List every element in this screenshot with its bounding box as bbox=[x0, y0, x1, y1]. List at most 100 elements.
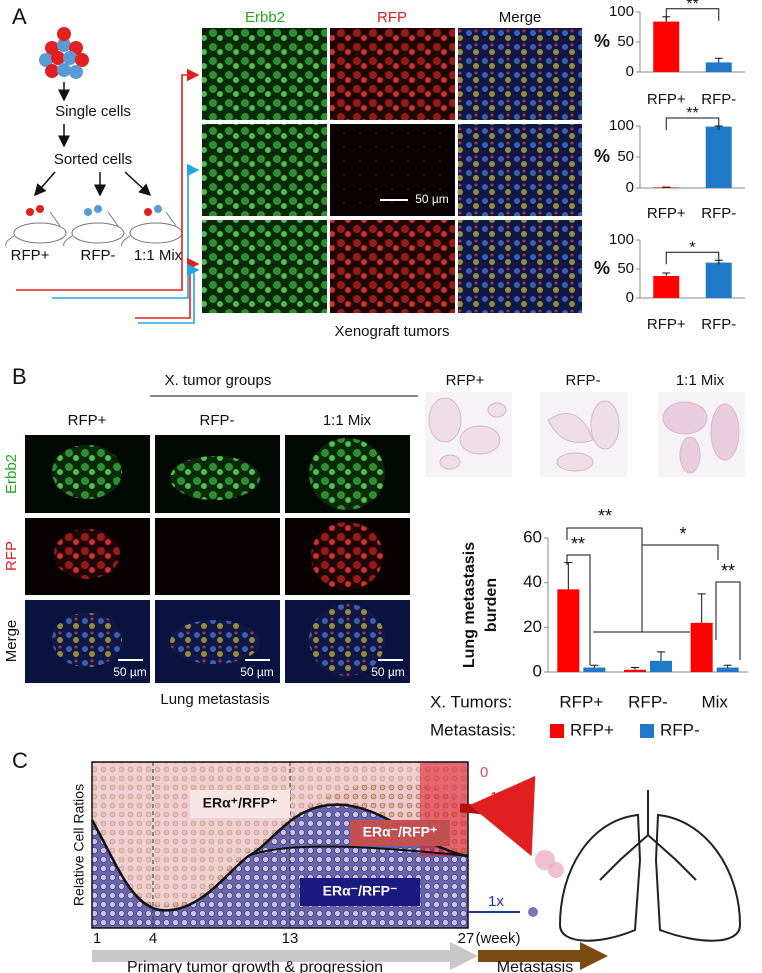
significance-bracket bbox=[665, 8, 720, 21]
arrow bbox=[34, 171, 56, 197]
y-axis-label: % bbox=[594, 258, 610, 278]
group-label: RFP+ bbox=[11, 247, 50, 264]
y-axis-label: burden bbox=[483, 578, 500, 632]
tick-label: (week) bbox=[475, 930, 520, 947]
y-tick-label: 0 bbox=[533, 661, 542, 680]
connectors bbox=[16, 68, 200, 324]
annotation: ** bbox=[686, 105, 698, 122]
bar bbox=[624, 669, 646, 672]
column-label: RFP+ bbox=[68, 412, 107, 429]
axis-label: Relative Cell Ratios bbox=[71, 784, 87, 906]
bar bbox=[653, 275, 680, 298]
row-label: Merge bbox=[3, 620, 20, 663]
caption: Lung metastasis bbox=[160, 691, 269, 708]
tick-label: 4 bbox=[149, 930, 157, 947]
y-tick-label: 60 bbox=[523, 527, 542, 546]
error-bar bbox=[697, 593, 706, 623]
y-tick-label: 0 bbox=[626, 289, 634, 306]
y-tick-label: 100 bbox=[609, 231, 634, 248]
row-label: Erbb2 bbox=[3, 454, 20, 494]
column-label: Erbb2 bbox=[245, 9, 285, 26]
significance-bracket bbox=[566, 554, 591, 665]
y-tick-label: 20 bbox=[523, 617, 542, 636]
error-bar bbox=[723, 664, 732, 668]
x-tick-label: RFP+ bbox=[647, 316, 686, 333]
legend-swatch bbox=[550, 724, 564, 738]
column-label: RFP- bbox=[566, 372, 601, 389]
y-tick-label: 0 bbox=[626, 63, 634, 80]
bar bbox=[690, 622, 713, 672]
x-tick-label: RFP+ bbox=[559, 692, 603, 711]
y-axis-label: % bbox=[594, 31, 610, 51]
error-bar bbox=[590, 664, 599, 668]
micrographs bbox=[202, 28, 582, 313]
flow-step: Single cells bbox=[55, 103, 131, 120]
scale-bar-label: 50 µm bbox=[113, 665, 147, 679]
lung-sections bbox=[425, 392, 745, 477]
error-bar bbox=[714, 57, 723, 63]
x-tick-label: RFP- bbox=[628, 692, 668, 711]
annotation: 1x bbox=[488, 893, 504, 910]
y-tick-label: 0 bbox=[626, 179, 634, 196]
phase-label: Metastasis bbox=[497, 959, 573, 973]
significance-bracket bbox=[566, 527, 643, 545]
phase-label: Primary tumor growth & progression bbox=[127, 959, 383, 973]
bar bbox=[583, 667, 606, 672]
y-tick-label: 100 bbox=[609, 117, 634, 134]
cell-cluster bbox=[39, 27, 89, 79]
legend-title: Metastasis: bbox=[430, 720, 516, 739]
region-label: ERα⁻/RFP⁻ bbox=[323, 883, 398, 899]
tick-label: 13 bbox=[282, 930, 299, 947]
y-tick-label: 50 bbox=[617, 148, 634, 165]
annotation: 0 bbox=[480, 764, 488, 781]
panel-label: C bbox=[12, 748, 28, 773]
significance-bracket bbox=[665, 117, 720, 130]
y-tick-label: 50 bbox=[617, 33, 634, 50]
annotation: ** bbox=[571, 534, 585, 554]
x-tick-label: RFP- bbox=[701, 316, 736, 333]
arrow bbox=[124, 171, 152, 197]
panel-label: A bbox=[12, 4, 27, 29]
x-tick-label: RFP+ bbox=[647, 205, 686, 222]
column-label: RFP+ bbox=[446, 372, 485, 389]
significance-bracket bbox=[715, 581, 741, 660]
y-axis-label: % bbox=[594, 146, 610, 166]
bar bbox=[705, 62, 732, 72]
x-axis-label: X. Tumors: bbox=[430, 692, 512, 711]
x-tick-label: Mix bbox=[701, 692, 728, 711]
bar bbox=[653, 21, 680, 73]
y-axis-label: Lung metastasis bbox=[461, 542, 478, 668]
y-tick-label: 50 bbox=[617, 260, 634, 277]
row-label: RFP bbox=[3, 541, 20, 571]
y-tick-label: 40 bbox=[523, 572, 542, 591]
x-tick-label: RFP- bbox=[701, 205, 736, 222]
tick-label: 27 bbox=[458, 930, 475, 947]
significance-bracket bbox=[641, 544, 719, 632]
column-label: 1:1 Mix bbox=[676, 372, 725, 389]
bar bbox=[650, 660, 672, 672]
error-bar bbox=[662, 272, 671, 276]
bar bbox=[716, 667, 739, 672]
x-tick-label: RFP+ bbox=[647, 91, 686, 108]
y-tick-label: 100 bbox=[609, 3, 634, 20]
bar bbox=[705, 262, 732, 298]
population-diagram bbox=[90, 761, 742, 970]
error-bar bbox=[631, 667, 639, 670]
annotation: 14x bbox=[490, 789, 515, 806]
annotation: * bbox=[679, 524, 686, 544]
annotation: * bbox=[689, 240, 695, 257]
column-label: Merge bbox=[499, 9, 542, 26]
scale-bar-label: 50 µm bbox=[240, 665, 274, 679]
group-label: 1:1 Mix bbox=[134, 247, 183, 264]
legend-label: RFP- bbox=[660, 720, 700, 739]
error-bar bbox=[657, 651, 665, 661]
group-label: RFP- bbox=[81, 247, 116, 264]
mice bbox=[5, 205, 183, 247]
bar bbox=[705, 126, 732, 188]
scale-bar-label: 50 µm bbox=[415, 192, 449, 206]
error-bar bbox=[564, 562, 573, 590]
scale-bar-label: 50 µm bbox=[371, 665, 405, 679]
legend-swatch bbox=[640, 724, 654, 738]
tick-label: 1 bbox=[93, 930, 101, 947]
